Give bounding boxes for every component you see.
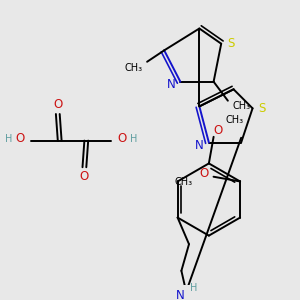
Text: CH₃: CH₃ xyxy=(174,177,192,188)
Text: O: O xyxy=(118,132,127,145)
Text: N: N xyxy=(176,289,185,300)
Text: O: O xyxy=(53,98,62,111)
Text: CH₃: CH₃ xyxy=(225,115,244,125)
Text: O: O xyxy=(200,167,208,180)
Text: N: N xyxy=(167,78,175,91)
Text: N: N xyxy=(195,139,204,152)
Text: O: O xyxy=(80,170,89,183)
Text: H: H xyxy=(130,134,137,144)
Text: CH₃: CH₃ xyxy=(125,63,143,74)
Text: CH₃: CH₃ xyxy=(232,101,250,111)
Text: S: S xyxy=(227,37,234,50)
Text: S: S xyxy=(258,102,266,115)
Text: H: H xyxy=(190,283,197,293)
Text: O: O xyxy=(214,124,223,137)
Text: H: H xyxy=(5,134,12,144)
Text: O: O xyxy=(15,132,24,145)
